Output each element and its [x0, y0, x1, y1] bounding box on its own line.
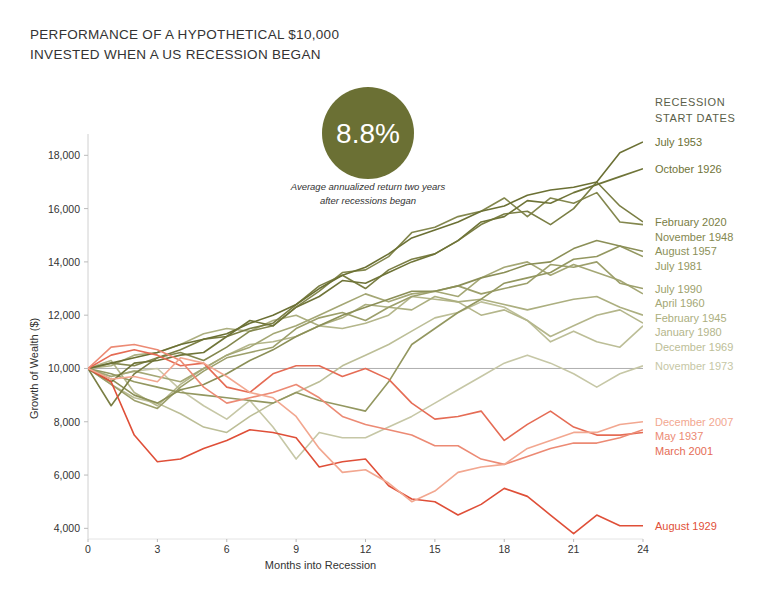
legend-entry: March 2001 — [655, 445, 713, 457]
x-tick — [434, 539, 435, 542]
x-tick-label: 0 — [85, 543, 91, 555]
chart: PERFORMANCE OF A HYPOTHETICAL $10,000 INV… — [0, 0, 775, 589]
y-tick — [84, 315, 88, 316]
x-tick-label: 9 — [293, 543, 299, 555]
series-line — [88, 368, 643, 533]
legend-entry: July 1981 — [655, 260, 702, 272]
y-tick — [84, 155, 88, 156]
legend-entry: October 1926 — [655, 163, 722, 175]
y-tick-label: 18,000 — [48, 149, 80, 161]
series-line — [88, 358, 643, 502]
y-tick-label: 10,000 — [48, 362, 80, 374]
title: INVESTED WHEN A US RECESSION BEGAN — [30, 47, 321, 62]
x-tick-label: 24 — [637, 543, 649, 555]
y-tick-label: 14,000 — [48, 256, 80, 268]
legend-entry: July 1953 — [655, 136, 702, 148]
x-axis-label: Months into Recession — [265, 559, 376, 571]
legend-entry: April 1960 — [655, 297, 705, 309]
legend-entry: January 1980 — [655, 326, 722, 338]
x-tick-label: 12 — [360, 543, 372, 555]
series-line — [88, 350, 643, 441]
y-tick — [84, 475, 88, 476]
y-axis-label: Growth of Wealth ($) — [28, 318, 40, 419]
legend-entry: May 1937 — [655, 430, 703, 442]
legend-entry: August 1929 — [655, 520, 717, 532]
legend-title: RECESSION — [655, 96, 725, 108]
series-line — [88, 241, 643, 404]
y-axis-line — [88, 134, 89, 539]
series-line — [88, 344, 643, 464]
x-tick — [296, 539, 297, 542]
x-tick-label: 3 — [154, 543, 160, 555]
series-line — [88, 182, 643, 406]
legend-entry: August 1957 — [655, 245, 717, 257]
plot-area — [88, 142, 643, 534]
x-tick — [643, 539, 644, 542]
y-tick — [84, 528, 88, 529]
legend-entry: November 1948 — [655, 231, 733, 243]
y-tick-label: 16,000 — [48, 203, 80, 215]
title: PERFORMANCE OF A HYPOTHETICAL $10,000 — [30, 27, 339, 42]
x-tick — [365, 539, 366, 542]
legend-entry: February 2020 — [655, 216, 727, 228]
legend-entry: February 1945 — [655, 312, 727, 324]
legend-title: START DATES — [655, 112, 735, 124]
series-line — [88, 355, 643, 459]
y-tick — [84, 261, 88, 262]
series-line — [88, 169, 643, 382]
x-tick-label: 6 — [224, 543, 230, 555]
legend-entry: November 1973 — [655, 360, 733, 372]
series-line — [88, 262, 643, 382]
legend-entry: December 2007 — [655, 416, 733, 428]
legend-entry: December 1969 — [655, 341, 733, 353]
x-tick — [504, 539, 505, 542]
x-tick-label: 15 — [429, 543, 441, 555]
y-tick — [84, 208, 88, 209]
x-tick-label: 18 — [498, 543, 510, 555]
x-tick-label: 21 — [568, 543, 580, 555]
x-tick — [88, 539, 89, 542]
y-tick — [84, 421, 88, 422]
annotation-caption: Average annualized return two years — [290, 181, 446, 192]
x-tick — [226, 539, 227, 542]
x-tick — [573, 539, 574, 542]
legend-entry: July 1990 — [655, 283, 702, 295]
series-line — [88, 297, 643, 406]
annotation-value: 8.8% — [336, 118, 400, 149]
y-tick — [84, 368, 88, 369]
y-tick-label: 12,000 — [48, 309, 80, 321]
annotation-caption: after recessions began — [320, 195, 416, 206]
annotation-circle — [322, 87, 414, 179]
y-tick-label: 6,000 — [54, 469, 80, 481]
y-tick-label: 8,000 — [54, 416, 80, 428]
x-tick — [157, 539, 158, 542]
y-tick-label: 4,000 — [54, 522, 80, 534]
